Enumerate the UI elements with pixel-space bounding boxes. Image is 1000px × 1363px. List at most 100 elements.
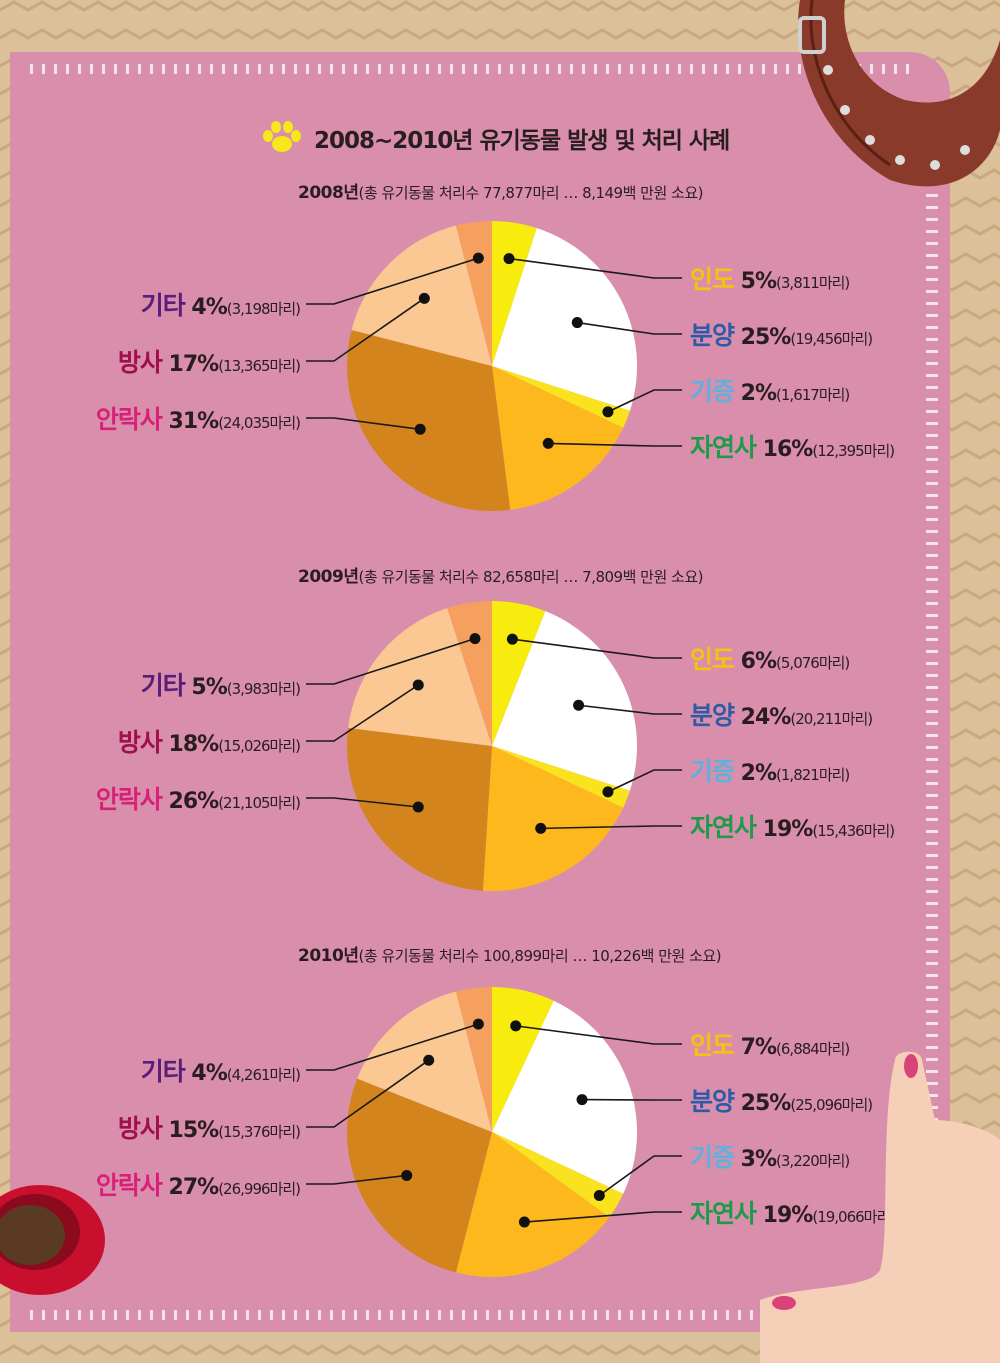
label-인도: 인도 7%(6,884마리) [690,1026,850,1062]
year-label: 2009년 [298,567,359,587]
dog-food-bowl [0,1185,105,1295]
label-기타: 기타 5%(3,983마리) [0,666,301,702]
label-percent: 17% [161,352,220,377]
year-label: 2010년 [298,946,359,966]
slice-안락사 [346,1078,492,1273]
right-stitching [926,182,938,1202]
marker-dot-인도 [506,633,518,645]
label-count: (21,105마리) [218,794,301,812]
label-자연사: 자연사 16%(12,395마리) [690,428,895,464]
label-count: (3,220마리) [776,1152,850,1170]
label-name: 인도 [690,1031,735,1060]
marker-dot-방사 [412,679,424,691]
label-name: 기타 [140,1057,186,1086]
label-name: 안락사 [95,405,163,434]
label-count: (1,821마리) [776,766,850,784]
pie-chart-2010년 [306,987,682,1277]
label-percent: 7% [734,1035,777,1060]
leader-line-자연사 [524,1211,682,1223]
label-count: (3,811마리) [776,274,850,292]
marker-dot-분양 [576,1094,588,1106]
marker-dot-기타 [472,1018,484,1030]
label-name: 안락사 [95,1171,163,1200]
label-name: 기타 [140,291,186,320]
page-title: 2008~2010년 유기동물 발생 및 처리 사례 [314,128,730,154]
leader-line-기타 [306,1023,479,1071]
label-percent: 19% [756,1203,814,1228]
marker-dot-자연사 [518,1216,530,1228]
label-name: 인도 [690,265,735,294]
pie-chart-2009년 [306,601,682,891]
label-count: (1,617마리) [776,386,850,404]
label-percent: 15% [161,1118,220,1143]
label-분양: 분양 24%(20,211마리) [690,696,873,732]
label-name: 방사 [117,1114,163,1143]
leader-line-인도 [508,257,682,279]
label-count: (12,395마리) [812,442,895,460]
slice-자연사 [455,1132,610,1277]
slice-분양 [492,228,637,411]
label-name: 기증 [690,757,735,786]
label-기타: 기타 4%(4,261마리) [0,1052,301,1088]
marker-dot-안락사 [401,1169,413,1181]
leader-line-분양 [578,704,682,715]
marker-dot-기증 [602,786,614,798]
leader-line-기증 [607,389,682,413]
label-count: (3,198마리) [226,300,301,318]
leader-line-방사 [306,1059,430,1128]
leader-line-기타 [306,637,476,685]
label-name: 분양 [690,701,735,730]
label-name: 분양 [690,1087,735,1116]
bottom-stitching [30,1310,910,1320]
leader-line-방사 [306,297,425,362]
label-percent: 2% [734,381,777,406]
label-name: 기증 [690,1143,735,1172]
label-percent: 6% [734,649,777,674]
marker-dot-인도 [503,253,515,265]
label-인도: 인도 5%(3,811마리) [690,260,850,296]
marker-dot-기타 [472,252,484,264]
label-percent: 19% [756,817,814,842]
leader-line-기증 [598,1155,682,1197]
label-name: 자연사 [690,433,757,462]
label-count: (15,376마리) [218,1123,301,1141]
leader-line-분양 [577,321,682,335]
leader-line-안락사 [306,417,421,431]
marker-dot-분양 [573,699,585,711]
subtitle-text: (총 유기동물 처리수 82,658마리 … 7,809백 만원 소요) [358,568,703,586]
slice-분양 [492,1000,638,1194]
label-count: (19,066마리) [812,1208,895,1226]
subtitle-2010: 2010년(총 유기동물 처리수 100,899마리 … 10,226백 만원 … [298,941,722,966]
pointing-hand [760,1051,1000,1363]
label-percent: 18% [161,732,220,757]
label-percent: 4% [184,295,227,320]
label-percent: 31% [161,409,220,434]
label-count: (26,996마리) [218,1180,301,1198]
label-자연사: 자연사 19%(15,436마리) [690,808,895,844]
label-percent: 25% [734,1091,792,1116]
slice-기증 [492,746,630,808]
leader-line-안락사 [306,797,419,808]
label-자연사: 자연사 19%(19,066마리) [690,1194,895,1230]
label-percent: 16% [756,437,814,462]
collar-illustration [798,0,1000,187]
label-name: 안락사 [95,785,163,814]
leader-line-방사 [306,684,419,742]
label-percent: 2% [734,761,777,786]
label-count: (15,436마리) [812,822,895,840]
leader-line-기타 [306,257,479,305]
marker-dot-기타 [469,633,481,645]
label-percent: 24% [734,705,792,730]
label-count: (6,884마리) [776,1040,850,1058]
label-percent: 3% [734,1147,777,1172]
label-분양: 분양 25%(19,456마리) [690,316,873,352]
subtitle-2008: 2008년(총 유기동물 처리수 77,877마리 … 8,149백 만원 소요… [298,178,703,203]
label-percent: 25% [734,325,792,350]
label-count: (20,211마리) [790,710,873,728]
label-name: 분양 [690,321,735,350]
marker-dot-자연사 [542,437,554,449]
label-기증: 기증 2%(1,821마리) [690,752,850,788]
marker-dot-방사 [423,1054,435,1066]
